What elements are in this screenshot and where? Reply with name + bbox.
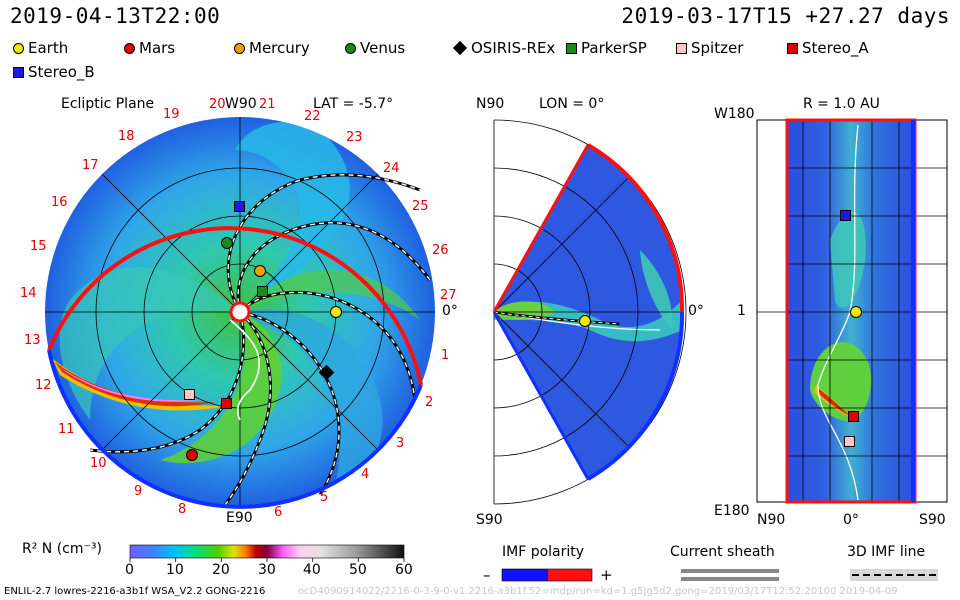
current-sheath-symbol bbox=[681, 569, 779, 581]
imf-plus: + bbox=[600, 566, 613, 584]
stereo-a-synoptic-marker bbox=[848, 411, 859, 422]
stereo-a-ecliptic-marker bbox=[221, 398, 232, 409]
legend-stereo-b: Stereo_B bbox=[13, 63, 95, 81]
stereo-b-marker-icon bbox=[13, 66, 24, 78]
current-sheath-title: Current sheath bbox=[670, 544, 775, 560]
earth-meridional-marker bbox=[579, 315, 591, 327]
legend-mars: Mars bbox=[124, 39, 175, 57]
ecliptic-title: Ecliptic Plane bbox=[61, 96, 155, 112]
legend-parkersp: ParkerSP bbox=[566, 39, 647, 57]
legend-earth: Earth bbox=[13, 39, 68, 57]
imf3d-title: 3D IMF line bbox=[847, 544, 926, 560]
colorbar-tick: 0 bbox=[125, 562, 134, 578]
venus-ecliptic-marker bbox=[221, 237, 233, 249]
mercury-ecliptic-marker bbox=[254, 265, 266, 277]
mars-ecliptic-marker bbox=[186, 449, 198, 461]
meridional-bottom-label: S90 bbox=[476, 512, 503, 528]
stereo-b-ecliptic-marker bbox=[234, 201, 245, 212]
spitzer-ecliptic-marker bbox=[184, 389, 195, 400]
earth-marker-icon bbox=[13, 42, 24, 54]
stereo-b-synoptic-marker bbox=[840, 210, 851, 221]
legend-spitzer: Spitzer bbox=[676, 39, 743, 57]
colorbar-tick: 10 bbox=[166, 562, 184, 578]
ecliptic-bottom-label: E90 bbox=[226, 510, 253, 526]
meridional-lon: LON = 0° bbox=[539, 96, 605, 112]
synoptic-bottom-left: E180 bbox=[714, 503, 750, 519]
legend-venus: Venus bbox=[345, 39, 405, 57]
earth-synoptic-marker bbox=[850, 306, 862, 318]
colorbar-tick: 60 bbox=[395, 562, 413, 578]
colorbar-tick: 20 bbox=[212, 562, 230, 578]
imf-polarity-bar bbox=[501, 568, 593, 582]
footer-right: ocD4090914022/2216-0-3-9-0-v1.2216-a3b1f… bbox=[298, 586, 898, 597]
meridional-right-label: 0° bbox=[688, 303, 704, 319]
parkersp-marker-icon bbox=[566, 42, 577, 54]
mars-marker-icon bbox=[124, 42, 135, 54]
colorbar-tick: 30 bbox=[258, 562, 276, 578]
density-colorbar bbox=[129, 544, 405, 562]
spitzer-marker-icon bbox=[676, 42, 687, 54]
legend-stereo-a: Stereo_A bbox=[787, 39, 869, 57]
legend-mercury: Mercury bbox=[234, 39, 310, 57]
parkersp-ecliptic-marker bbox=[257, 286, 268, 297]
legend-osiris-rex: OSIRIS-REx bbox=[452, 39, 555, 57]
mercury-marker-icon bbox=[234, 42, 245, 54]
ecliptic-plane bbox=[45, 117, 435, 509]
venus-marker-icon bbox=[345, 42, 356, 54]
synoptic-x-left: N90 bbox=[757, 512, 786, 528]
synoptic-x-right: S90 bbox=[919, 512, 946, 528]
synoptic-x-mid: 0° bbox=[843, 512, 859, 528]
ecliptic-right-label: 0° bbox=[442, 303, 458, 319]
footer-left: ENLIL-2.7 lowres-2216-a3b1f WSA_V2.2 GON… bbox=[4, 586, 266, 597]
colorbar-tick: 40 bbox=[303, 562, 321, 578]
synoptic-r-label: R = 1.0 AU bbox=[803, 96, 880, 112]
colorbar-label: R² N (cm⁻³) bbox=[22, 541, 102, 557]
colorbar-tick: 50 bbox=[349, 562, 367, 578]
ecliptic-top-label: W90 bbox=[225, 96, 257, 112]
synoptic-mid-left: 1 bbox=[737, 303, 746, 319]
synoptic-top-left: W180 bbox=[714, 106, 755, 122]
earth-ecliptic-marker bbox=[330, 306, 342, 318]
imf-polarity-title: IMF polarity bbox=[502, 544, 585, 560]
meridional-plane bbox=[492, 119, 687, 505]
imf3d-symbol bbox=[850, 569, 938, 581]
model-time: 2019-04-13T22:00 bbox=[10, 4, 221, 28]
run-time: 2019-03-17T15 +27.27 days bbox=[621, 4, 950, 28]
spitzer-synoptic-marker bbox=[844, 436, 855, 447]
imf-minus: – bbox=[483, 566, 491, 584]
ecliptic-lat: LAT = -5.7° bbox=[313, 96, 394, 112]
stereo-a-marker-icon bbox=[787, 42, 798, 54]
meridional-top-label: N90 bbox=[476, 96, 505, 112]
